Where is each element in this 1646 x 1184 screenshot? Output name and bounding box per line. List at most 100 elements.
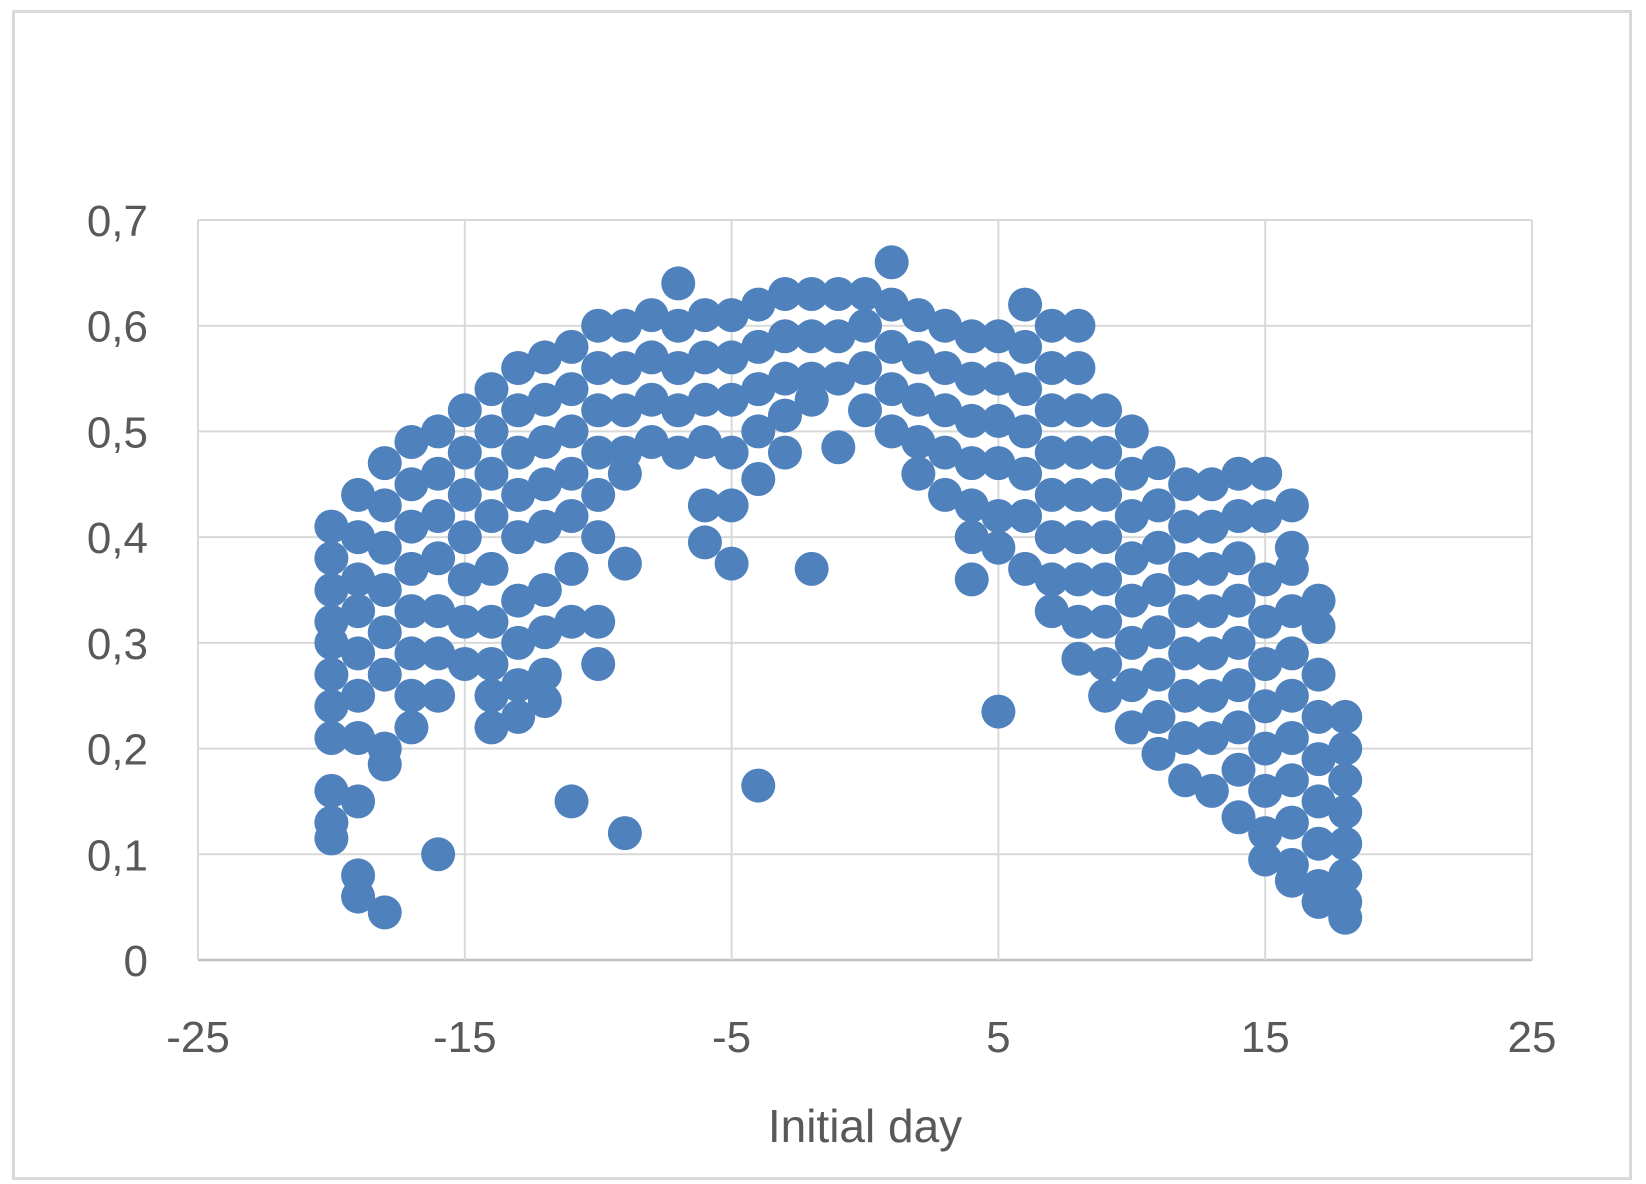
data-point	[1008, 287, 1043, 322]
data-point	[741, 372, 776, 407]
data-point	[501, 625, 536, 660]
data-point	[527, 425, 562, 459]
data-point	[767, 361, 802, 396]
data-point	[661, 393, 696, 428]
data-point	[1328, 900, 1363, 935]
data-point	[1034, 351, 1069, 385]
data-point	[1034, 594, 1069, 629]
data-point	[554, 414, 589, 449]
data-point	[634, 425, 669, 459]
data-point	[1328, 763, 1363, 798]
data-point	[1008, 414, 1043, 449]
data-point	[954, 446, 989, 481]
data-point	[1061, 641, 1096, 676]
data-point	[661, 266, 696, 301]
data-point	[928, 393, 963, 428]
y-tick-label: 0,4	[87, 514, 148, 563]
data-point	[874, 329, 909, 364]
data-point	[848, 277, 882, 311]
data-point	[501, 351, 536, 385]
data-point	[1301, 657, 1336, 692]
data-point	[314, 509, 349, 544]
data-point	[581, 351, 616, 385]
data-point	[421, 636, 456, 671]
data-point	[394, 594, 429, 629]
data-point	[581, 604, 616, 639]
data-point	[767, 277, 802, 311]
data-point	[314, 625, 349, 660]
data-point	[1274, 488, 1309, 523]
data-point	[447, 477, 482, 512]
data-point	[1141, 446, 1176, 481]
data-point	[901, 298, 936, 333]
data-point	[928, 308, 963, 343]
data-point	[714, 340, 749, 375]
data-point	[634, 382, 669, 417]
data-point	[1274, 636, 1309, 671]
data-point	[1114, 414, 1149, 449]
data-point	[581, 435, 616, 470]
data-point	[981, 361, 1016, 396]
data-point	[394, 551, 429, 586]
data-point	[1168, 678, 1203, 713]
data-point	[581, 647, 616, 681]
data-point	[1088, 435, 1123, 470]
data-point	[741, 462, 776, 496]
data-point	[634, 298, 669, 333]
data-point	[314, 657, 349, 692]
data-point	[1301, 784, 1336, 819]
data-point	[1194, 551, 1229, 586]
data-point	[1248, 816, 1283, 851]
data-point	[1221, 800, 1256, 835]
data-point	[501, 668, 536, 703]
data-point	[981, 446, 1016, 481]
data-point	[554, 551, 589, 586]
data-point	[1114, 710, 1149, 745]
x-tick-label: 15	[1241, 1013, 1290, 1062]
data-point	[928, 477, 963, 512]
data-point	[954, 520, 989, 555]
data-point	[367, 488, 402, 523]
data-point	[527, 657, 562, 692]
data-point	[661, 308, 696, 343]
data-point	[527, 382, 562, 417]
data-point	[1194, 773, 1229, 808]
data-point	[741, 287, 776, 322]
data-point	[1061, 351, 1096, 385]
data-point	[1248, 773, 1283, 808]
data-point	[901, 425, 936, 459]
data-point	[474, 372, 509, 407]
data-point	[1168, 721, 1203, 755]
data-point	[447, 435, 482, 470]
data-point	[767, 398, 802, 433]
data-point	[981, 530, 1016, 565]
data-point	[1301, 610, 1336, 644]
data-point	[607, 308, 642, 343]
data-point	[821, 430, 856, 465]
data-point	[607, 393, 642, 428]
data-point	[1194, 636, 1229, 671]
data-point	[1221, 625, 1256, 660]
x-axis-title: Initial day	[768, 1100, 962, 1152]
y-tick-label: 0,3	[87, 620, 148, 669]
data-point	[1061, 435, 1096, 470]
data-point	[954, 562, 989, 597]
data-point	[394, 710, 429, 745]
data-point	[848, 393, 882, 428]
data-point	[554, 329, 589, 364]
data-point	[1248, 456, 1283, 491]
data-point	[821, 277, 856, 311]
data-point	[1008, 329, 1043, 364]
data-point	[1034, 308, 1069, 343]
data-point	[981, 499, 1016, 533]
data-point	[1274, 805, 1309, 840]
data-point	[341, 594, 376, 629]
data-point	[341, 721, 376, 755]
data-point	[848, 351, 882, 385]
data-point	[341, 520, 376, 555]
data-point	[1248, 731, 1283, 766]
data-point	[1248, 647, 1283, 681]
x-tick-label: -25	[166, 1013, 230, 1062]
data-point	[421, 499, 456, 533]
data-point	[1008, 372, 1043, 407]
